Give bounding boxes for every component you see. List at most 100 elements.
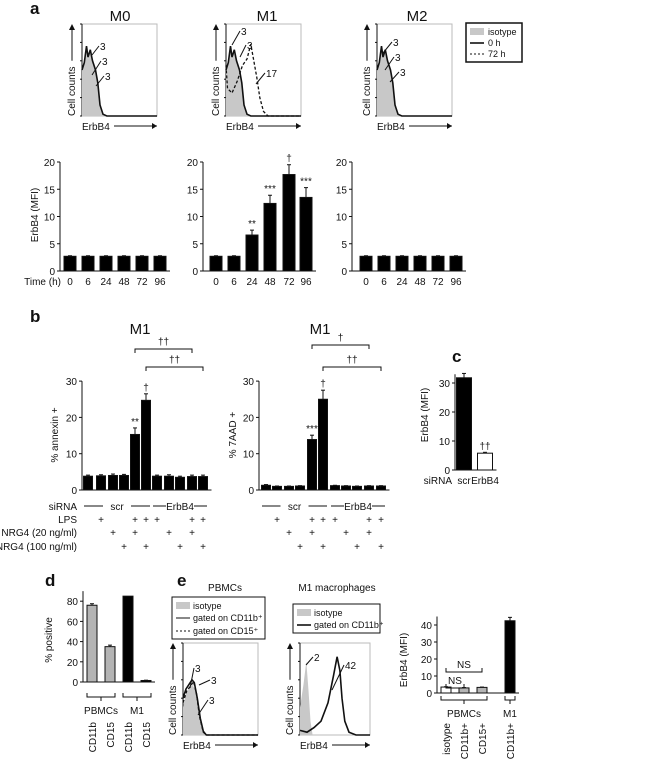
histogram-line-dashed — [225, 44, 301, 117]
condition-plus-marker: + — [121, 542, 127, 553]
mfi-label: 3 — [102, 57, 108, 68]
y-tick-label: 20 — [336, 158, 348, 169]
condition-plus-marker: + — [154, 515, 160, 526]
condition-plus-marker: + — [320, 542, 326, 553]
x-tick-label: 24 — [246, 277, 258, 288]
condition-plus-marker: + — [320, 515, 326, 526]
x-tick-label: CD11b — [124, 722, 135, 753]
legend-label: gated on CD11b⁺ — [314, 620, 384, 630]
legend-label: isotype — [314, 608, 343, 618]
condition-plus-marker: + — [309, 528, 315, 539]
condition-plus-marker: + — [366, 515, 372, 526]
y-tick-label: 5 — [341, 240, 347, 251]
condition-plus-marker: + — [286, 528, 292, 539]
condition-plus-marker: + — [166, 528, 172, 539]
condition-plus-marker: + — [309, 515, 315, 526]
condition-plus-marker: + — [354, 542, 360, 553]
bar — [295, 485, 305, 491]
x-tick-label: 72 — [136, 277, 148, 288]
significance-bracket — [445, 684, 465, 689]
legend-box — [292, 603, 381, 634]
panel-label-c: c — [452, 347, 461, 366]
bar — [456, 377, 472, 471]
mfi-leader-line — [331, 664, 345, 691]
x-tick-label: scr — [457, 476, 471, 487]
y-tick-label: 20 — [243, 413, 255, 424]
significance-marker: †† — [479, 441, 490, 452]
significance-bracket — [322, 366, 382, 371]
bar — [83, 475, 93, 491]
condition-plus-marker: + — [110, 528, 116, 539]
bar — [153, 255, 167, 272]
bar — [299, 196, 313, 272]
condition-plus-marker: + — [189, 528, 195, 539]
arrow-head-icon — [447, 123, 452, 129]
group-brace — [122, 693, 152, 701]
mfi-leader-line — [198, 679, 211, 686]
arrow-head-icon — [170, 643, 176, 649]
y-tick-label: 60 — [67, 617, 79, 628]
x-tick-label: 48 — [414, 277, 426, 288]
y-tick-label: 0 — [248, 486, 254, 497]
y-tick-label: 30 — [66, 377, 78, 388]
y-tick-label: 20 — [44, 158, 56, 169]
bar — [504, 620, 516, 694]
bar — [245, 234, 259, 272]
legend-swatch-isotype — [176, 602, 190, 609]
arrow-head-icon — [213, 24, 219, 30]
bracket-label: NS — [448, 676, 462, 687]
condition-plus-marker: + — [297, 542, 303, 553]
histogram-line-solid — [299, 656, 370, 736]
mfi-label: 3 — [209, 696, 215, 707]
y-axis-label: Cell counts — [362, 67, 373, 116]
condition-plus-marker: + — [332, 515, 338, 526]
mfi-label: 3 — [395, 53, 401, 64]
arrow-head-icon — [287, 643, 293, 649]
bar — [261, 484, 271, 491]
bar — [86, 604, 98, 683]
x-tick-label: 6 — [231, 277, 237, 288]
bar — [477, 452, 493, 471]
arrow-head-icon — [365, 742, 370, 748]
condition-plus-marker: + — [200, 515, 206, 526]
bar — [377, 255, 391, 272]
condition-plus-marker: + — [378, 515, 384, 526]
bar — [119, 474, 129, 491]
bracket-label: NS — [457, 660, 471, 671]
mfi-label: 3 — [247, 41, 253, 52]
x-axis-label: siRNA — [424, 476, 453, 487]
mfi-label: 3 — [400, 68, 406, 79]
histogram-line-solid — [225, 45, 301, 117]
y-tick-label: 40 — [67, 638, 79, 649]
y-tick-label: 0 — [192, 267, 198, 278]
y-tick-label: 10 — [336, 213, 348, 224]
condition-row-label: NRG4 (100 ng/ml) — [0, 542, 77, 553]
legend-swatch-isotype — [297, 609, 311, 616]
isotype-histogram — [300, 661, 370, 735]
histogram-title: M1 — [257, 8, 278, 25]
histogram-title: M0 — [110, 8, 131, 25]
bar — [449, 255, 463, 272]
significance-marker: † — [320, 379, 326, 390]
y-tick-label: 0 — [49, 267, 55, 278]
mfi-label: 3 — [105, 72, 111, 83]
bar — [104, 646, 116, 683]
condition-plus-marker: + — [274, 515, 280, 526]
x-tick-label: CD11b — [88, 722, 99, 753]
bar — [431, 255, 445, 272]
significance-bracket — [145, 366, 204, 371]
y-tick-label: 10 — [243, 450, 255, 461]
histogram-title: M1 macrophages — [298, 583, 375, 594]
bar — [458, 687, 470, 694]
mfi-leader-line — [95, 75, 105, 87]
bracket-label: †† — [169, 355, 180, 366]
group-brace — [504, 696, 516, 704]
legend-label: isotype — [193, 601, 222, 611]
group-label: M1 — [130, 706, 144, 717]
x-tick-label: 96 — [300, 277, 312, 288]
y-tick-label: 10 — [66, 450, 78, 461]
arrow-head-icon — [296, 123, 301, 129]
histogram-title: PBMCs — [208, 583, 242, 594]
mfi-leader-line — [255, 72, 266, 85]
significance-marker: ** — [131, 417, 139, 428]
